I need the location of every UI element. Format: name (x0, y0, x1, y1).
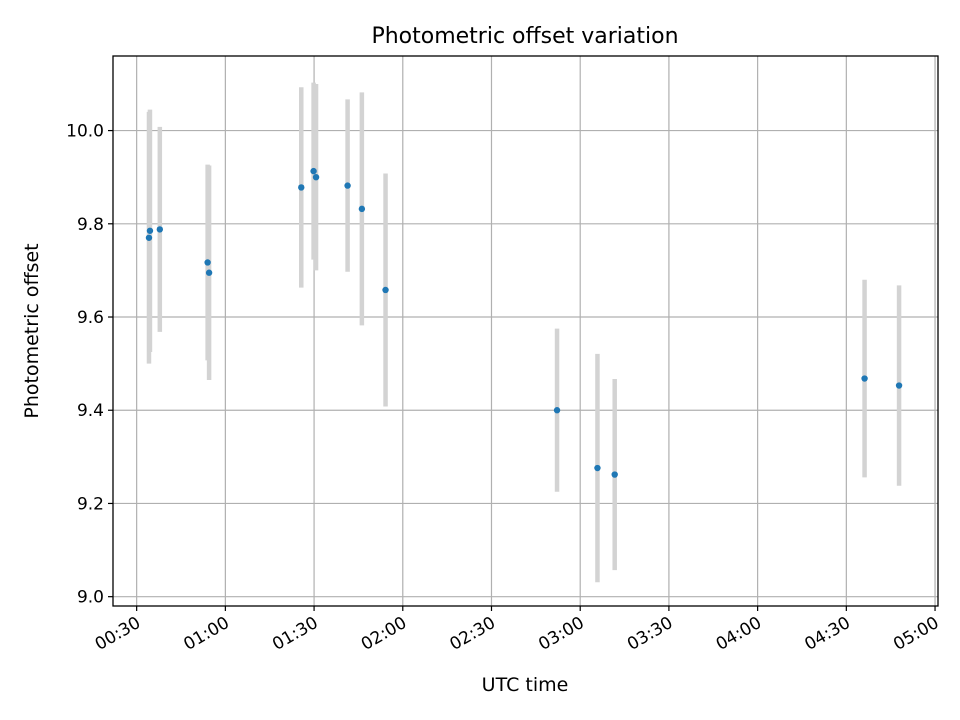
data-point (594, 464, 601, 472)
data-point (156, 226, 164, 233)
data-point (145, 234, 153, 241)
data-point (298, 184, 305, 191)
data-point (358, 205, 366, 213)
chart-title: Photometric offset variation (371, 24, 678, 49)
plot-area-frame (112, 55, 939, 607)
data-point (312, 173, 320, 181)
grid (113, 56, 938, 606)
data-point (553, 407, 561, 414)
data-point (310, 167, 317, 175)
data-point (382, 286, 389, 294)
data-point (146, 227, 154, 234)
y-tick-label: 9.2 (77, 494, 104, 514)
y-tick-label: 10.0 (66, 122, 104, 142)
y-tick-label: 9.4 (77, 401, 104, 421)
data-point (205, 269, 213, 276)
data-point (611, 471, 618, 478)
data-points (145, 167, 903, 478)
x-axis-label: UTC time (482, 674, 569, 696)
data-point (204, 259, 211, 266)
y-tick-label: 9.0 (77, 588, 104, 608)
data-point (344, 182, 351, 189)
data-point (861, 375, 868, 382)
data-point (895, 382, 903, 389)
y-axis-label: Photometric offset (21, 243, 43, 418)
y-tick-label: 9.6 (77, 308, 104, 328)
y-tick-label: 9.8 (77, 215, 104, 235)
